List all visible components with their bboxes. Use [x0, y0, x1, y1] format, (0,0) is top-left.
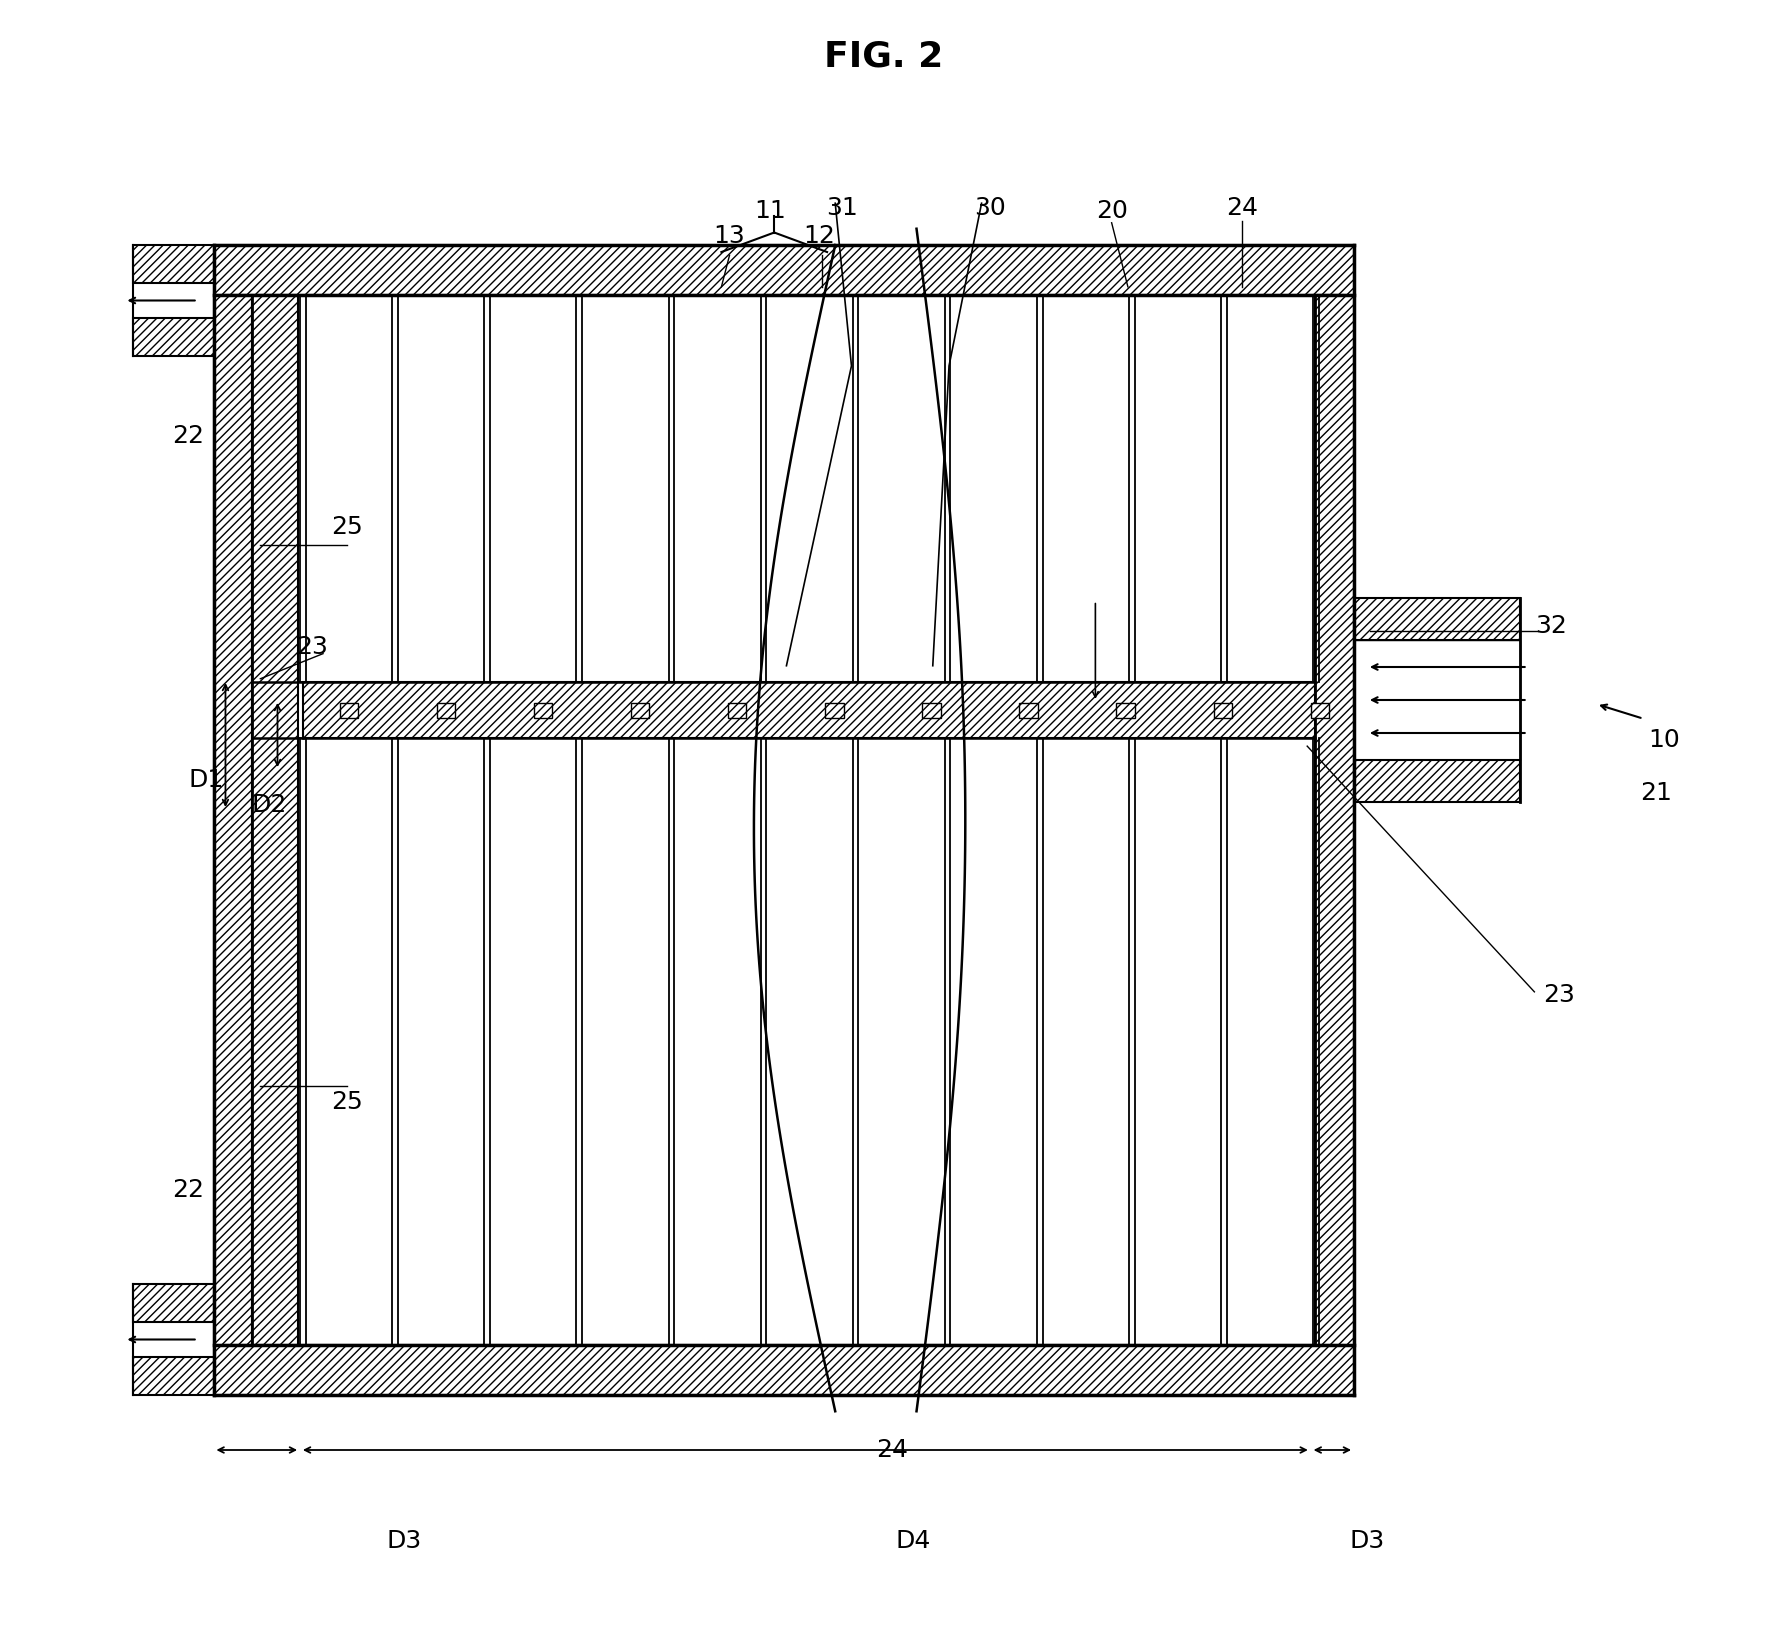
- Text: 30: 30: [974, 197, 1006, 220]
- Text: 24: 24: [877, 1439, 909, 1462]
- Text: 22: 22: [171, 1179, 203, 1202]
- Bar: [253, 738, 1315, 1345]
- Text: 22: 22: [171, 424, 203, 447]
- Bar: [133, 1358, 214, 1395]
- Bar: [253, 294, 299, 1345]
- Text: 20: 20: [1096, 200, 1128, 223]
- Text: 11: 11: [755, 200, 787, 223]
- Text: 32: 32: [1535, 615, 1566, 637]
- Text: 25: 25: [332, 515, 362, 538]
- Bar: [214, 1345, 1354, 1395]
- Text: D2: D2: [251, 793, 286, 816]
- Bar: [1213, 702, 1232, 717]
- Bar: [1310, 702, 1330, 717]
- Bar: [1354, 641, 1519, 759]
- Bar: [133, 1322, 214, 1358]
- Bar: [1354, 759, 1519, 802]
- Bar: [437, 702, 454, 717]
- Text: 25: 25: [332, 1091, 362, 1114]
- Bar: [339, 702, 357, 717]
- Bar: [253, 681, 302, 738]
- Text: 31: 31: [826, 197, 857, 220]
- Bar: [133, 246, 214, 283]
- Text: D1: D1: [189, 769, 223, 792]
- Bar: [253, 294, 1315, 681]
- Text: D3: D3: [1349, 1530, 1384, 1553]
- Text: D4: D4: [896, 1530, 932, 1553]
- Bar: [133, 319, 214, 356]
- Text: D3: D3: [387, 1530, 423, 1553]
- Bar: [631, 702, 649, 717]
- Bar: [214, 294, 253, 1345]
- Text: 12: 12: [803, 224, 834, 247]
- Bar: [923, 702, 941, 717]
- Text: 13: 13: [714, 224, 746, 247]
- Text: 10: 10: [1648, 728, 1680, 751]
- Text: FIG. 2: FIG. 2: [824, 41, 944, 73]
- Bar: [534, 702, 552, 717]
- Text: 23: 23: [1543, 984, 1575, 1006]
- Text: 24: 24: [1225, 197, 1257, 220]
- Bar: [1117, 702, 1135, 717]
- Text: 21: 21: [1641, 782, 1673, 805]
- Bar: [1315, 294, 1354, 1345]
- Bar: [133, 1285, 214, 1322]
- Bar: [1354, 598, 1519, 641]
- Bar: [214, 246, 1354, 294]
- Bar: [728, 702, 746, 717]
- Bar: [133, 283, 214, 319]
- Bar: [826, 702, 843, 717]
- Bar: [1020, 702, 1038, 717]
- Bar: [302, 681, 1315, 738]
- Text: 23: 23: [295, 636, 327, 659]
